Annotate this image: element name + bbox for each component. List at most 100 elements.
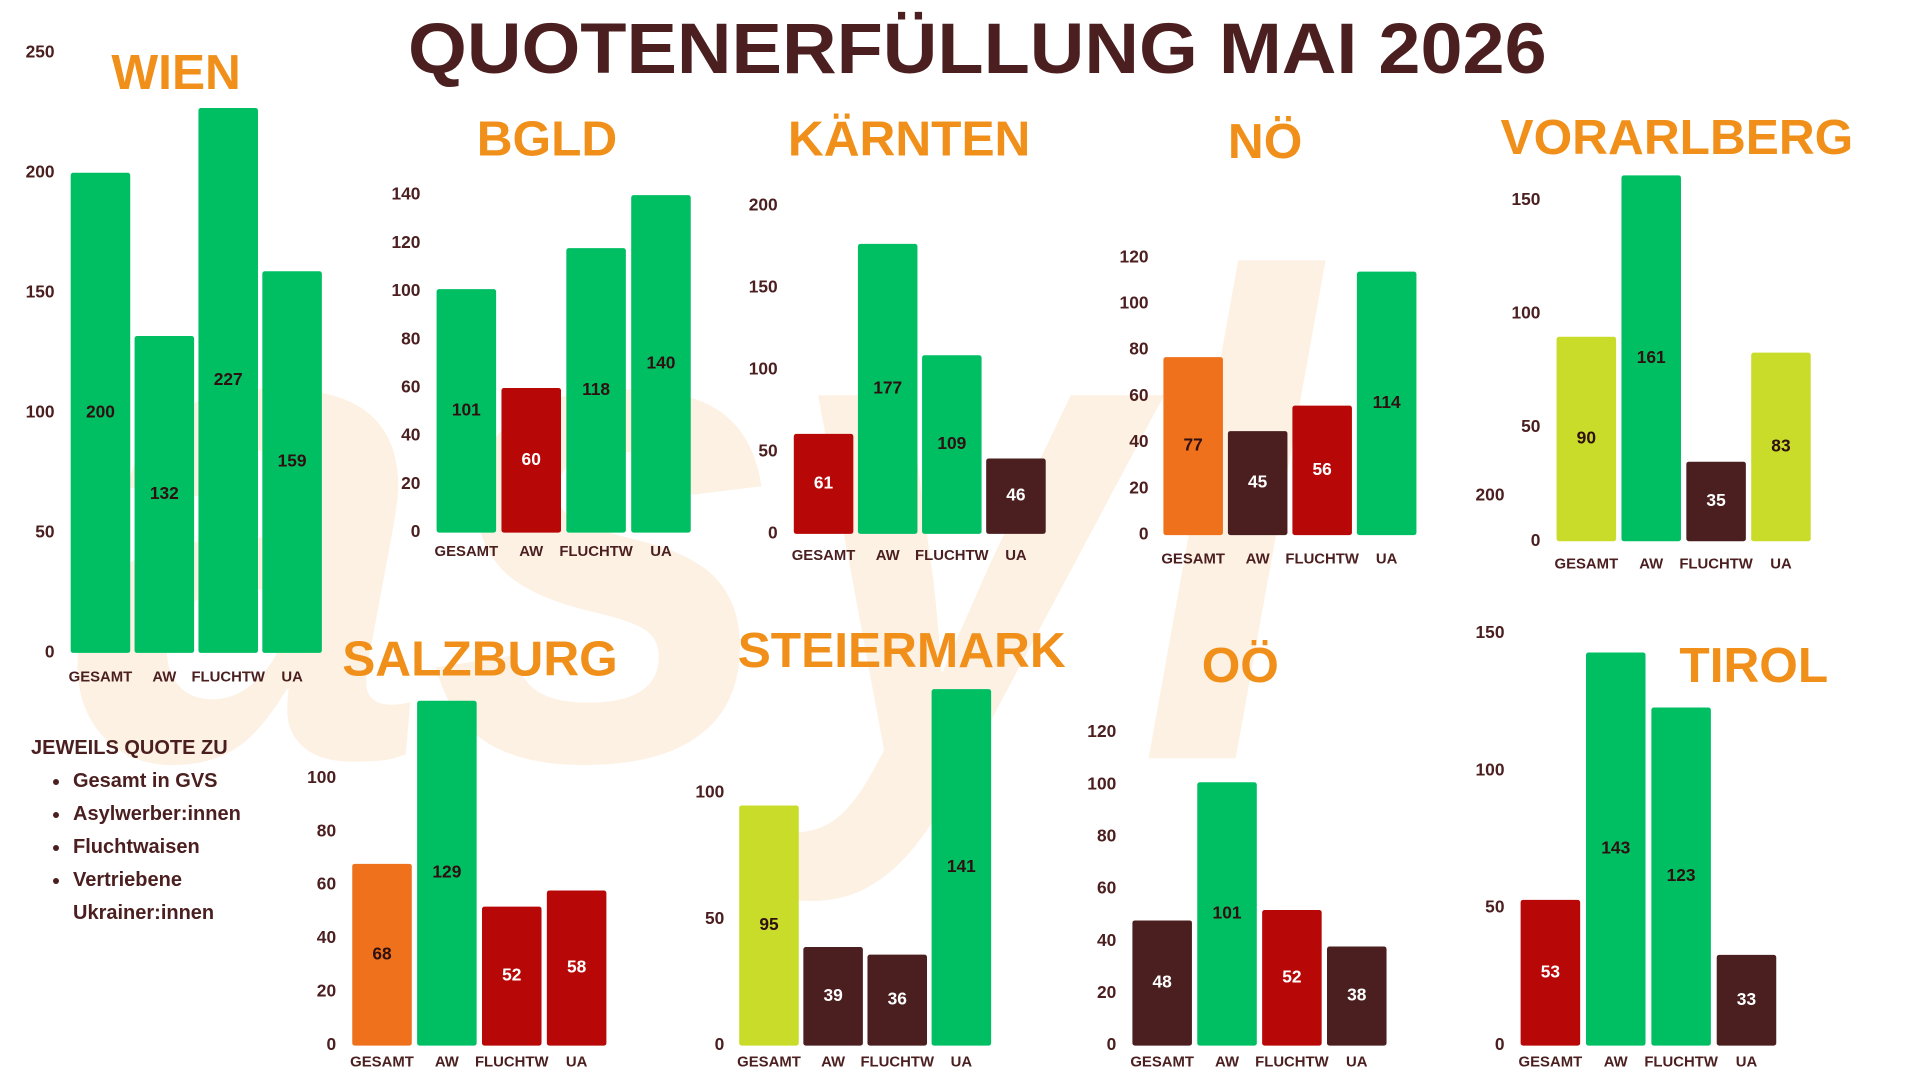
y-tick-label: 60	[1097, 878, 1116, 898]
bar	[857, 243, 918, 534]
bar	[803, 947, 863, 1046]
y-tick-label: 80	[401, 328, 420, 348]
y-tick-label: 100	[1476, 759, 1505, 779]
x-tick-label: GESAMT	[737, 1055, 801, 1071]
x-tick-label: AW	[1246, 552, 1270, 568]
data-label: 48	[1153, 972, 1173, 992]
bar	[1556, 336, 1617, 542]
y-tick-label: 150	[1512, 189, 1541, 209]
data-label: 45	[1248, 472, 1268, 492]
y-tick-label: 100	[749, 359, 778, 379]
chart-title: KÄRNTEN	[788, 112, 1031, 167]
bar	[1585, 652, 1646, 1046]
data-label: 109	[937, 433, 966, 453]
x-tick-label: UA	[281, 669, 303, 685]
x-tick-label: FLUCHTW	[1255, 1055, 1329, 1071]
data-label: 68	[372, 943, 392, 963]
data-label: 83	[1771, 436, 1790, 456]
data-label: 39	[823, 985, 842, 1005]
x-tick-label: FLUCHTW	[559, 544, 633, 560]
y-tick-label: 0	[715, 1034, 725, 1054]
note-item: Fluchtwaisen	[71, 831, 281, 864]
data-label: 38	[1347, 985, 1367, 1005]
chart-title: BGLD	[477, 112, 618, 167]
data-label: 132	[150, 483, 179, 503]
y-tick-label: 100	[1087, 773, 1116, 793]
y-tick-label: 100	[1120, 293, 1149, 313]
y-tick-label: 140	[392, 184, 421, 204]
x-tick-label: AW	[1215, 1055, 1239, 1071]
note-heading: JEWEILS QUOTE ZU	[31, 737, 228, 759]
y-tick-label: 0	[1531, 530, 1541, 550]
y-tick-label: 200	[1476, 484, 1505, 504]
bar	[1651, 707, 1711, 1046]
y-tick-label: 60	[1129, 385, 1148, 405]
x-tick-label: AW	[1604, 1055, 1628, 1071]
bar	[1163, 357, 1223, 536]
y-tick-label: 40	[317, 927, 336, 947]
x-tick-label: FLUCHTW	[475, 1055, 549, 1071]
y-tick-label: 80	[317, 820, 336, 840]
x-tick-label: FLUCHTW	[191, 669, 265, 685]
data-label: 200	[86, 401, 115, 421]
bar	[1327, 946, 1387, 1046]
y-tick-label: 0	[1495, 1034, 1505, 1054]
y-tick-label: 40	[401, 425, 420, 445]
y-tick-label: 80	[1097, 826, 1116, 846]
y-tick-label: 40	[1129, 431, 1148, 451]
bar	[631, 195, 691, 533]
y-tick-label: 50	[1521, 416, 1540, 436]
data-label: 161	[1637, 347, 1666, 367]
x-tick-label: GESAMT	[1555, 556, 1619, 572]
x-tick-label: AW	[876, 548, 900, 564]
data-label: 123	[1667, 865, 1696, 885]
bar	[1292, 405, 1352, 536]
y-tick-label: 200	[749, 195, 778, 215]
y-tick-label: 0	[411, 521, 421, 541]
bar	[481, 906, 542, 1046]
legend-note: JEWEILS QUOTE ZU Gesamt in GVS Asylwerbe…	[31, 732, 281, 930]
y-tick-label: 100	[695, 781, 724, 801]
x-tick-label: AW	[152, 669, 176, 685]
data-label: 227	[214, 369, 243, 389]
data-label: 95	[759, 914, 779, 934]
data-label: 53	[1541, 961, 1560, 981]
y-tick-label: 20	[1129, 477, 1148, 497]
data-label: 101	[452, 400, 481, 420]
y-tick-label: 120	[392, 232, 421, 252]
x-tick-label: AW	[519, 544, 543, 560]
data-label: 129	[432, 862, 461, 882]
bar	[501, 387, 561, 533]
bar	[1751, 352, 1811, 542]
data-label: 46	[1006, 485, 1025, 505]
bar	[1197, 782, 1257, 1046]
bar	[986, 458, 1046, 534]
x-tick-label: AW	[435, 1055, 459, 1071]
y-tick-label: 150	[26, 281, 55, 301]
bar	[1520, 899, 1581, 1046]
chart-title: NÖ	[1228, 114, 1302, 169]
y-tick-label: 150	[749, 277, 778, 297]
bar	[1132, 920, 1192, 1046]
bar	[793, 433, 854, 534]
bar	[931, 689, 992, 1046]
y-tick-label: 0	[1107, 1034, 1117, 1054]
y-tick-label: 0	[45, 642, 55, 662]
data-label: 143	[1601, 838, 1630, 858]
y-tick-label: 100	[307, 767, 336, 787]
y-tick-label: 150	[1476, 622, 1505, 642]
y-tick-label: 250	[26, 41, 55, 61]
chart-title: WIEN	[111, 45, 241, 100]
data-label: 159	[278, 451, 307, 471]
y-tick-label: 60	[401, 377, 420, 397]
x-tick-label: UA	[1005, 548, 1027, 564]
bar	[417, 700, 477, 1046]
x-tick-label: GESAMT	[1130, 1055, 1194, 1071]
data-label: 90	[1577, 428, 1596, 448]
y-tick-label: 20	[401, 473, 420, 493]
x-tick-label: UA	[1770, 556, 1792, 572]
note-list: Gesamt in GVS Asylwerber:innen Fluchtwai…	[31, 765, 281, 930]
chart-title: STEIERMARK	[738, 623, 1066, 678]
bar	[1686, 461, 1746, 542]
